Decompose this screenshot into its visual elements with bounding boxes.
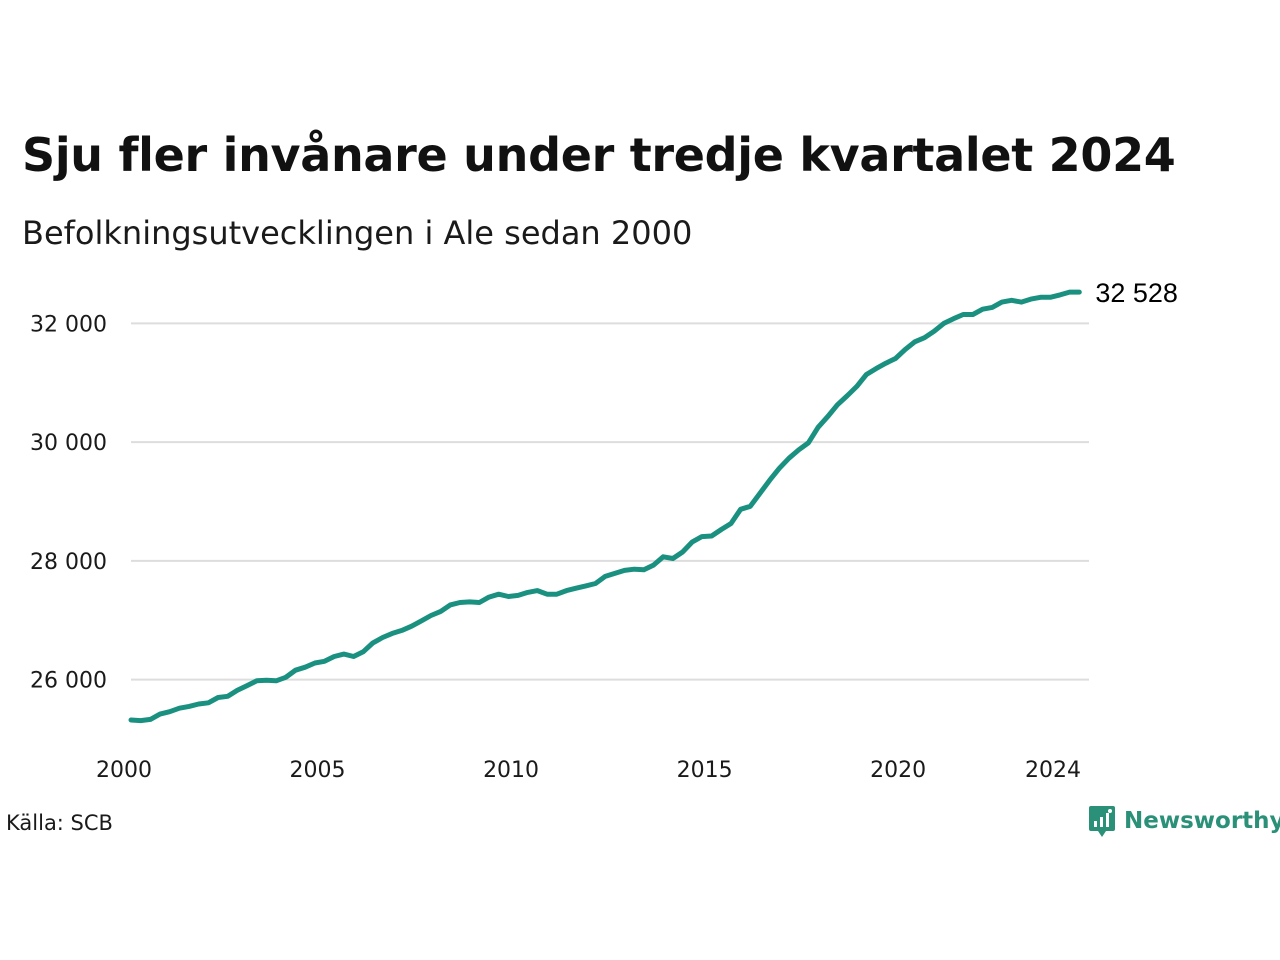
newsworthy-logo: Newsworthy (1088, 804, 1280, 838)
series-line (128, 289, 1082, 724)
y-tick-label: 32 000 (30, 312, 107, 337)
x-tick-label: 2005 (290, 758, 346, 783)
newsworthy-logo-icon (1089, 806, 1115, 837)
x-tick-label: 2010 (483, 758, 539, 783)
source-note: Källa: SCB (6, 811, 113, 835)
y-tick-label: 26 000 (30, 669, 107, 694)
x-tick-label: 2020 (870, 758, 926, 783)
x-tick-label: 2024 (1025, 758, 1081, 783)
chart-title: Sju fler invånare under tredje kvartalet… (22, 128, 1176, 182)
x-tick-label: 2000 (96, 758, 152, 783)
brand-name: Newsworthy (1124, 808, 1280, 834)
y-tick-label: 28 000 (30, 550, 107, 575)
y-tick-label: 30 000 (30, 431, 107, 456)
chart-subtitle: Befolkningsutvecklingen i Ale sedan 2000 (22, 214, 693, 252)
end-value-label: 32 528 (1095, 278, 1178, 308)
x-tick-label: 2015 (677, 758, 733, 783)
